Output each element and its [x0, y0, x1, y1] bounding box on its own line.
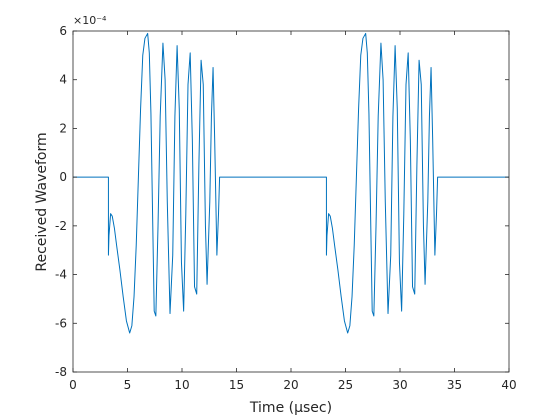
y-tick-label: 2	[59, 121, 67, 135]
x-tick-label: 30	[392, 378, 407, 392]
x-tick-label: 35	[447, 378, 462, 392]
x-tick-label: 40	[501, 378, 516, 392]
x-axis-label: Time (μsec)	[249, 400, 332, 416]
y-exponent-label: ×10⁻⁴	[73, 14, 107, 27]
y-tick-label: 0	[59, 170, 67, 184]
y-tick-label: -2	[55, 219, 67, 233]
x-tick-label: 10	[174, 378, 189, 392]
y-tick-label: 6	[59, 24, 67, 38]
y-tick-label: -8	[55, 365, 67, 379]
x-tick-label: 20	[283, 378, 298, 392]
x-tick-label: 25	[338, 378, 353, 392]
x-tick-label: 0	[69, 378, 77, 392]
y-axis-label: Received Waveform	[34, 132, 50, 271]
x-tick-label: 5	[124, 378, 132, 392]
y-tick-label: 4	[59, 73, 67, 87]
series-layer	[73, 32, 509, 334]
plot-area	[73, 31, 509, 372]
ticks-layer: 0 5 10 15 20 25 30 35 40 -8 -6 -4 -2 0 2 4 6	[55, 24, 517, 392]
x-tick-label: 15	[229, 378, 244, 392]
y-tick-label: -4	[55, 268, 67, 282]
y-tick-label: -6	[55, 316, 67, 330]
series-line-0	[73, 32, 509, 334]
